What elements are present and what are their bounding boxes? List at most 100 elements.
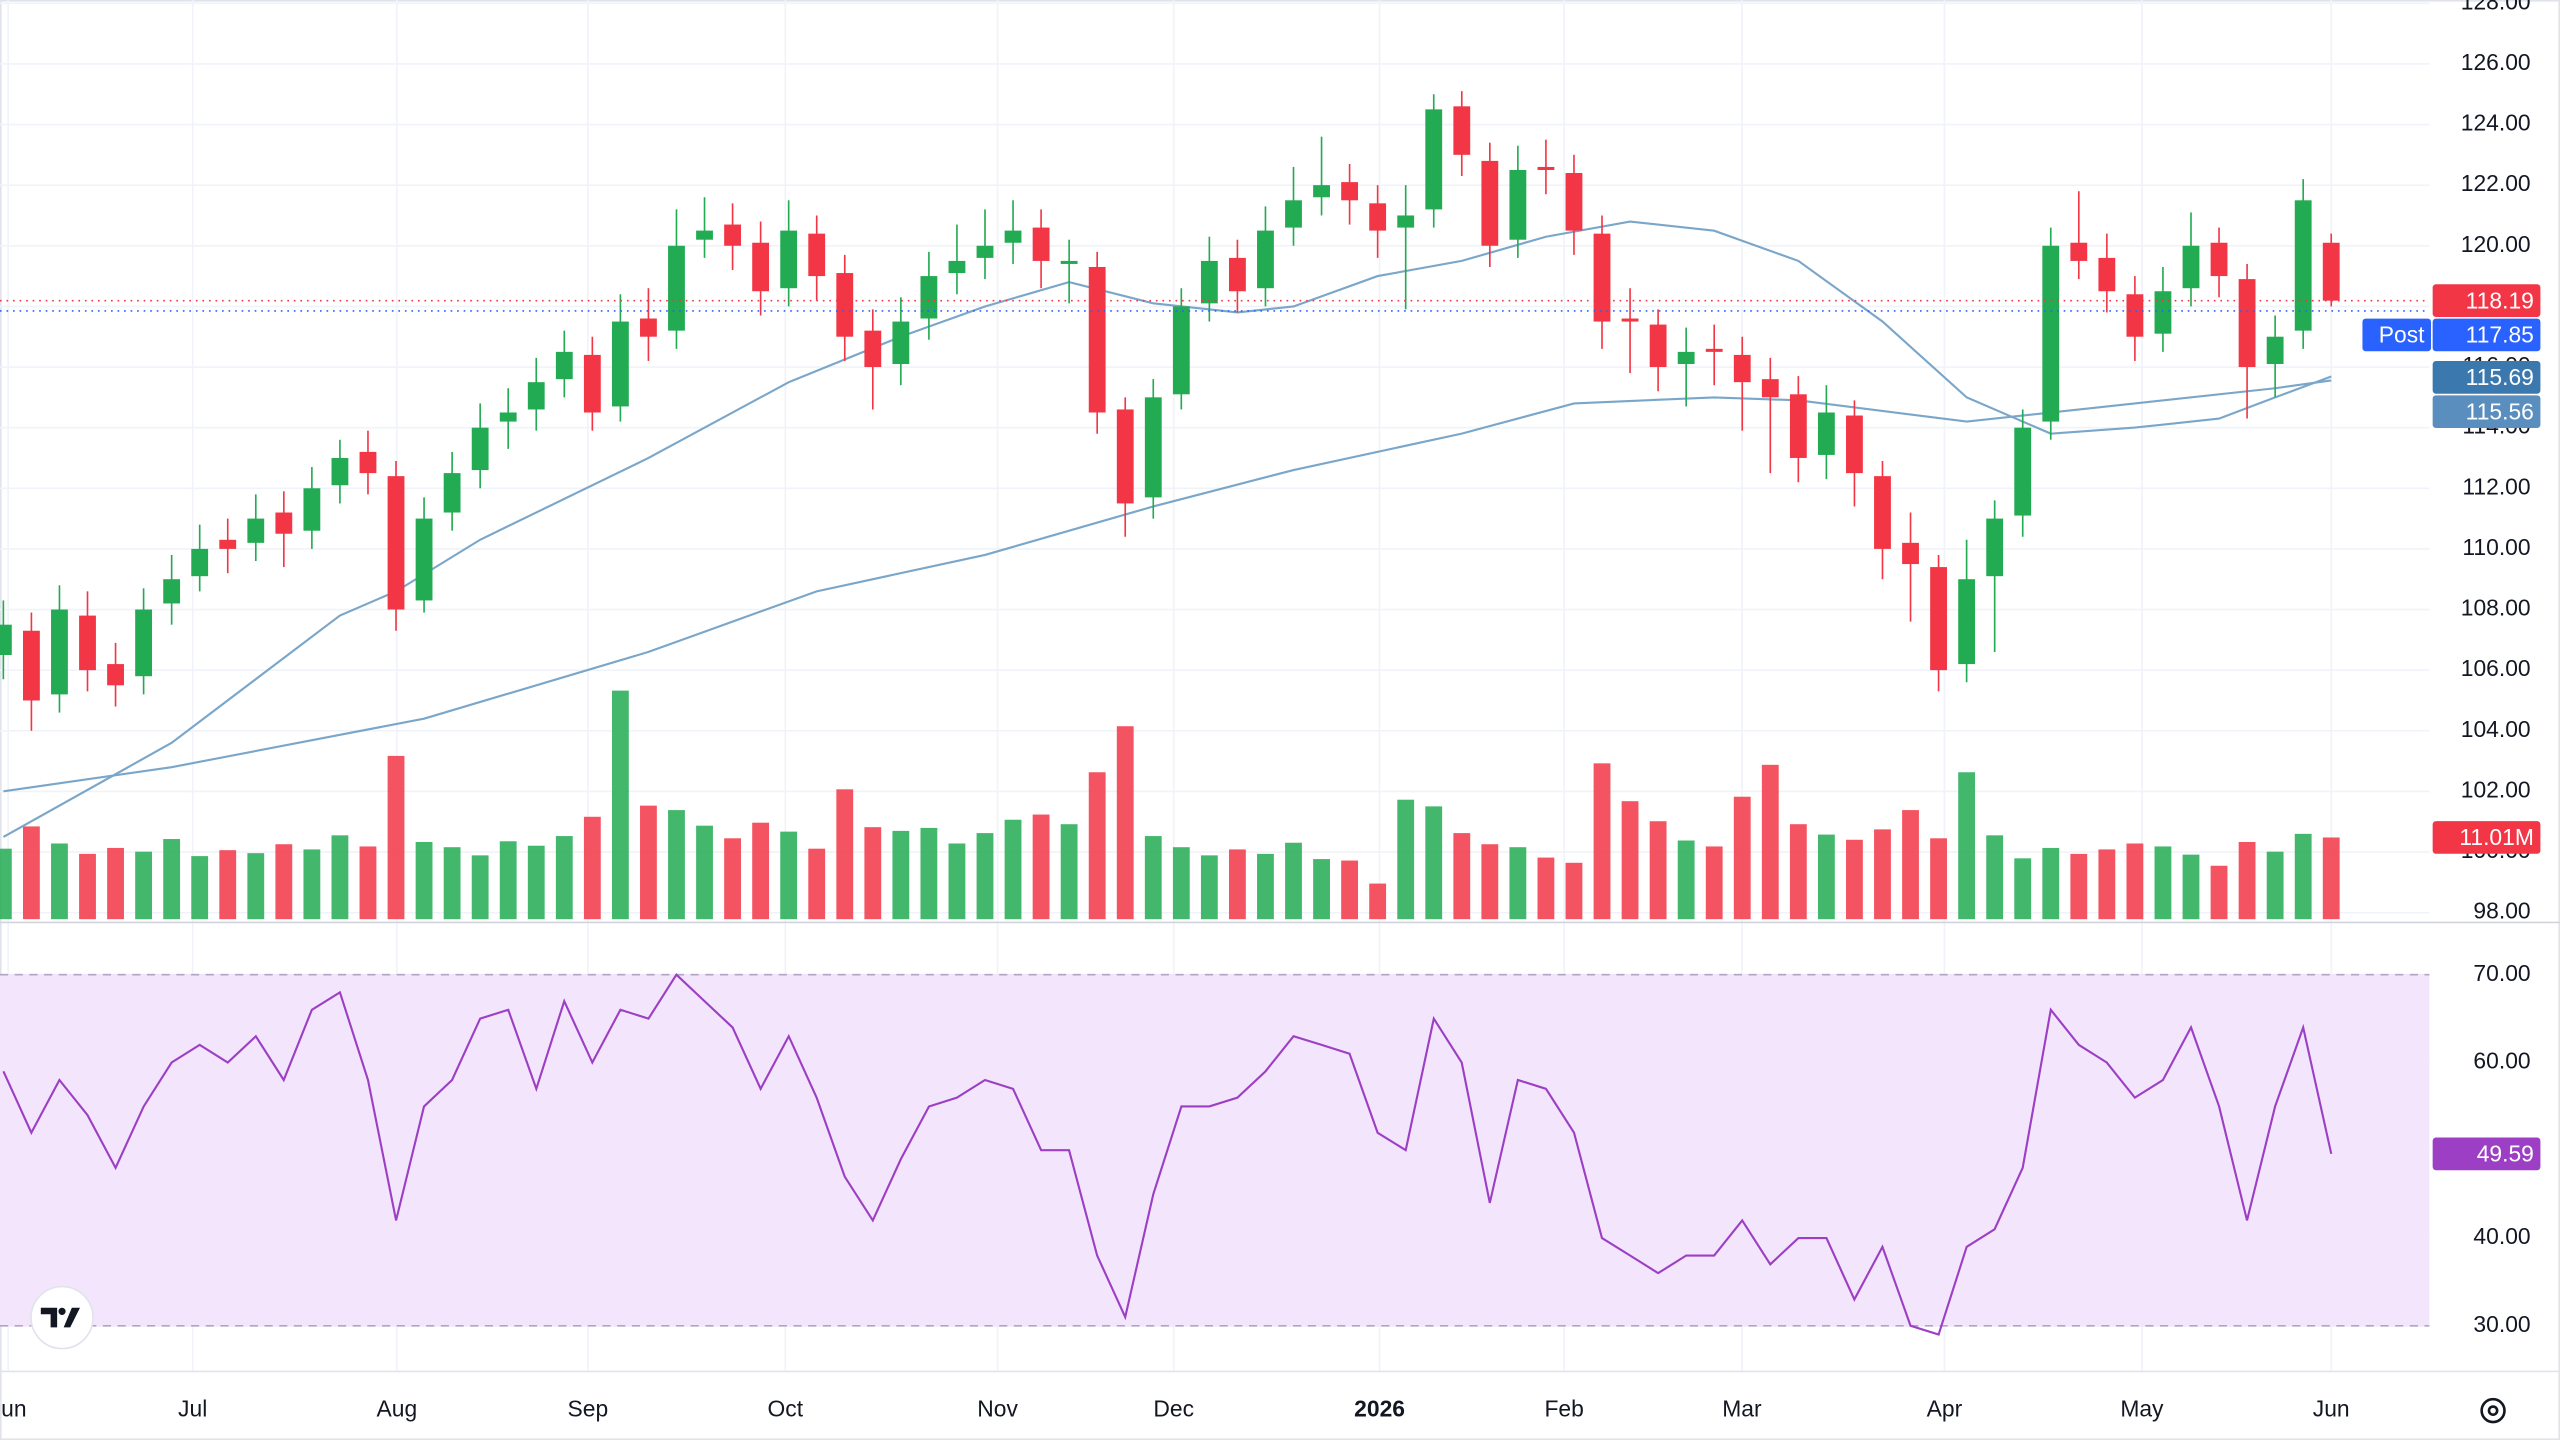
volume-bar [2070, 853, 2088, 920]
post-label: Post [2379, 322, 2425, 348]
volume-bar [1228, 849, 1246, 920]
volume-bar [555, 836, 573, 920]
volume-bar [191, 856, 209, 920]
y-tick-label: 98.00 [2473, 898, 2530, 924]
x-tick-label: Jun [0, 1396, 27, 1422]
volume-bar [611, 690, 629, 920]
volume-bar [724, 838, 741, 920]
x-tick-label: Aug [377, 1396, 418, 1422]
candle-body [1481, 160, 1499, 246]
volume-bar [1649, 821, 1667, 920]
candle-body [1902, 542, 1919, 565]
settings-icon[interactable] [2480, 1397, 2506, 1424]
volume-bar [1369, 883, 1387, 920]
volume-bar [51, 843, 68, 920]
volume-bar [1537, 857, 1555, 920]
candle-body [668, 245, 685, 331]
volume-bar [640, 805, 657, 920]
candle-body [163, 579, 181, 604]
volume-bar [1481, 844, 1499, 920]
candle-body [1986, 518, 2004, 577]
candle-body [303, 488, 321, 531]
volume-bar [2154, 846, 2172, 920]
candle-body [1874, 476, 1891, 549]
volume-bar [1313, 859, 1330, 920]
candle-body [2070, 242, 2088, 261]
volume-bar [1032, 814, 1050, 920]
x-tick-label: Dec [1153, 1396, 1194, 1422]
rsi-line [2, 973, 2333, 1336]
candle-body [724, 224, 741, 246]
volume-bar [1789, 824, 1807, 920]
last-price-box [2432, 284, 2541, 317]
volume-bar [2322, 837, 2340, 920]
candle-body [1228, 257, 1246, 292]
axes: Jun Jul Aug Sep Oct Nov Dec 2026 Feb Mar Apr May Jun… [0, 0, 2531, 1422]
candle-body [1060, 260, 1078, 264]
volume-bar [219, 850, 237, 920]
volume-bar [359, 846, 377, 920]
x-tick-label: Apr [1927, 1396, 1963, 1422]
post-price-box [2432, 318, 2541, 352]
volume-bar [1705, 846, 1723, 920]
candle-body [1930, 567, 1947, 671]
volume-bar [1088, 772, 1106, 920]
volume-bar [1986, 835, 2004, 920]
candle-body [920, 276, 938, 319]
post-price: 117.85 [2466, 322, 2534, 348]
candle-body [1004, 230, 1022, 243]
volume-bar [1004, 819, 1022, 920]
volume-bar [1200, 855, 1218, 920]
candle-body [219, 539, 237, 549]
candle-body [1621, 318, 1639, 322]
volume-bar [1341, 860, 1359, 920]
volume-bar [2210, 865, 2228, 920]
candle-body [2182, 245, 2200, 289]
x-tick-label: Nov [977, 1396, 1018, 1422]
tradingview-logo[interactable] [30, 1285, 94, 1350]
candle-body [499, 412, 517, 422]
candle-body [2266, 336, 2284, 364]
volume-bar [864, 827, 882, 920]
x-tick-label: Jul [178, 1396, 207, 1422]
ma200-value: 115.56 [2466, 398, 2534, 424]
y-tick-label: 122.00 [2461, 170, 2531, 196]
candle-body [135, 609, 153, 677]
volume-bar [808, 848, 826, 920]
candle-body [79, 615, 96, 671]
candle-body [22, 630, 40, 701]
candle-body [1144, 397, 1162, 498]
y-tick-label: 120.00 [2461, 231, 2531, 257]
volume-bar [1902, 810, 1919, 920]
y-tick-label: 108.00 [2461, 595, 2531, 621]
candle-body [1257, 230, 1274, 289]
candle-body [583, 354, 601, 413]
candle-body [1369, 203, 1387, 231]
volume-bar [1397, 799, 1415, 920]
volume-bar [79, 853, 96, 920]
y-tick-label: 102.00 [2461, 776, 2531, 802]
rsi-pane [0, 973, 2430, 1336]
candle-body [471, 427, 489, 471]
volume-bar [247, 853, 265, 920]
volume-bar [2238, 842, 2256, 920]
candle-body [275, 512, 293, 534]
y-tick-label: 126.00 [2461, 49, 2531, 75]
candle-body [780, 230, 798, 289]
candle-body [1761, 379, 1779, 398]
candle-body [1958, 579, 1976, 665]
x-tick-label: May [2120, 1396, 2164, 1422]
x-tick-label: Feb [1544, 1396, 1583, 1422]
candle-body [359, 451, 377, 474]
volume-bar [892, 830, 910, 920]
candle-body [2210, 242, 2228, 277]
volume-bar [1958, 772, 1976, 920]
y-tick-label: 104.00 [2461, 716, 2531, 742]
volume-pane [0, 690, 2340, 920]
volume-bar [1257, 853, 1274, 920]
ma50-value-box [2432, 361, 2541, 394]
ma50-value: 115.69 [2466, 364, 2534, 390]
volume-bar [471, 855, 489, 920]
volume-bar [752, 822, 770, 920]
x-tick-label: 2026 [1354, 1396, 1405, 1422]
